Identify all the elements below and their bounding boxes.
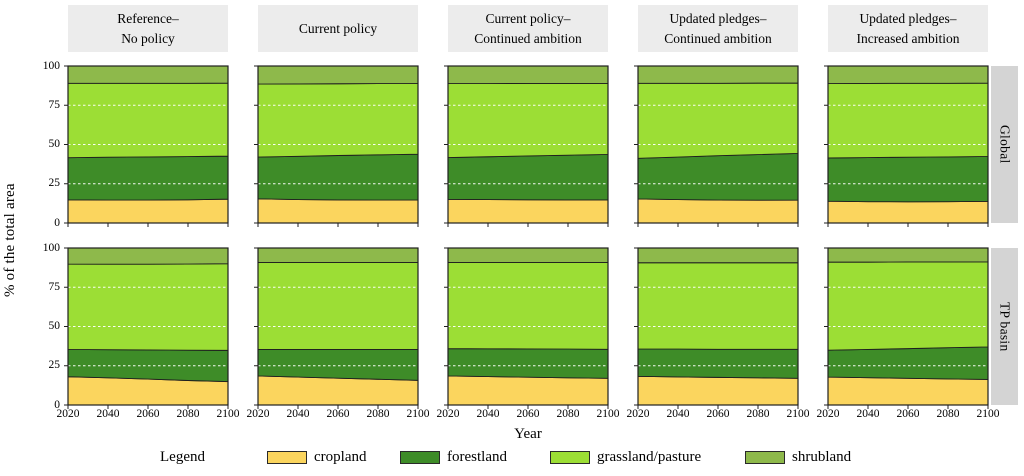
y-tick-label: 0 <box>54 398 60 411</box>
y-tick-label: 25 <box>48 359 61 372</box>
x-tick-label: 2040 <box>286 408 310 420</box>
y-tick-label: 50 <box>48 320 61 332</box>
legend-label-cropland: cropland <box>314 449 367 465</box>
x-tick-label: 2080 <box>556 408 580 420</box>
x-tick-label: 2020 <box>816 408 840 420</box>
facet-row-label-text: Global <box>997 125 1013 164</box>
facet-column-header-reference-no-policy: Reference– No policy <box>68 5 228 52</box>
legend-item-cropland: cropland <box>267 449 366 466</box>
x-tick-label: 2100 <box>976 408 1000 420</box>
shrubland-swatch <box>745 451 785 464</box>
legend-item-grassland-pasture: grassland/pasture <box>550 449 701 466</box>
x-tick-label: 2040 <box>666 408 690 420</box>
facet-column-header-updated-pledges-increased-ambition: Updated pledges– Increased ambition <box>828 5 988 52</box>
y-axis-title: % of the total area <box>2 183 18 297</box>
x-tick-label: 2100 <box>406 408 430 420</box>
panel-tp-basin-current-policy <box>254 247 419 409</box>
x-tick-label: 2080 <box>936 408 960 420</box>
y-tick-label: 75 <box>48 98 61 111</box>
facet-column-header-text: Current policy <box>298 20 378 36</box>
x-tick-label: 2080 <box>176 408 200 420</box>
panel-global-current-policy-continued-ambition <box>444 65 609 227</box>
x-tick-label: 2080 <box>746 408 770 420</box>
facet-column-header-current-policy: Current policy <box>258 5 418 52</box>
x-tick-label: 2080 <box>366 408 390 420</box>
x-tick-label: 2100 <box>216 408 240 420</box>
x-tick-label: 2060 <box>516 408 540 420</box>
x-tick-label: 2040 <box>96 408 120 420</box>
x-tick-label: 2020 <box>246 408 270 420</box>
x-axis-tick-labels: 2020 2040 2060 2080 2100 <box>627 406 810 422</box>
x-axis-tick-labels: 2020 2040 2060 2080 2100 <box>247 406 430 422</box>
facet-column-header-text: Updated pledges– Increased ambition <box>856 10 960 46</box>
legend: Legend cropland forestland grassland/pas… <box>0 449 1024 469</box>
panel-global-current-policy <box>254 65 419 227</box>
legend-item-forestland: forestland <box>400 449 507 466</box>
x-tick-label: 2100 <box>596 408 620 420</box>
facet-row-label-global: Global <box>991 66 1018 223</box>
forestland-swatch <box>400 451 440 464</box>
x-tick-label: 2100 <box>786 408 810 420</box>
y-tick-label: 50 <box>48 138 61 150</box>
y-axis-tick-labels-global: 0 25 50 75 100 <box>28 60 62 229</box>
x-tick-label: 2060 <box>326 408 350 420</box>
y-tick-label: 75 <box>48 280 61 293</box>
x-tick-label: 2060 <box>706 408 730 420</box>
facet-column-header-text: Updated pledges– Continued ambition <box>664 10 772 46</box>
x-tick-label: 2020 <box>436 408 460 420</box>
x-axis-tick-labels: 2020 2040 2060 2080 2100 <box>437 406 620 422</box>
facet-row-label-tp-basin: TP basin <box>991 248 1018 405</box>
y-tick-label: 100 <box>42 59 60 72</box>
x-tick-label: 2060 <box>896 408 920 420</box>
x-tick-label: 2020 <box>626 408 650 420</box>
legend-label-shrubland: shrubland <box>792 449 852 465</box>
x-axis-tick-labels: 2020 2040 2060 2080 2100 <box>817 406 1000 422</box>
x-axis-title: Year <box>514 426 542 442</box>
panel-global-updated-pledges-increased-ambition <box>824 65 989 227</box>
cropland-swatch <box>267 451 307 464</box>
panel-tp-basin-updated-pledges-continued-ambition <box>634 247 799 409</box>
facet-column-header-text: Current policy– Continued ambition <box>474 10 582 46</box>
panel-tp-basin-updated-pledges-increased-ambition <box>824 247 989 409</box>
panel-tp-basin-reference-no-policy <box>64 247 229 409</box>
facet-column-header-current-policy-continued-ambition: Current policy– Continued ambition <box>448 5 608 52</box>
panel-global-reference-no-policy <box>64 65 229 227</box>
facet-row-label-text: TP basin <box>997 301 1013 352</box>
legend-title: Legend <box>160 449 205 465</box>
grassland-pasture-swatch <box>550 451 590 464</box>
panel-global-updated-pledges-continued-ambition <box>634 65 799 227</box>
facet-column-header-updated-pledges-continued-ambition: Updated pledges– Continued ambition <box>638 5 798 52</box>
x-tick-label: 2060 <box>136 408 160 420</box>
y-axis-tick-labels-tp-basin: 0 25 50 75 100 <box>28 242 62 411</box>
x-tick-label: 2020 <box>56 408 80 420</box>
x-axis-tick-labels: 2020 2040 2060 2080 2100 <box>57 406 240 422</box>
y-tick-label: 0 <box>54 216 60 229</box>
x-tick-label: 2040 <box>476 408 500 420</box>
legend-label-forestland: forestland <box>447 449 507 465</box>
legend-item-shrubland: shrubland <box>745 449 851 466</box>
panel-tp-basin-current-policy-continued-ambition <box>444 247 609 409</box>
x-tick-label: 2040 <box>856 408 880 420</box>
facet-column-header-text: Reference– No policy <box>117 10 179 46</box>
legend-label-grassland-pasture: grassland/pasture <box>597 449 702 465</box>
y-tick-label: 25 <box>48 177 61 190</box>
y-tick-label: 100 <box>42 241 60 254</box>
